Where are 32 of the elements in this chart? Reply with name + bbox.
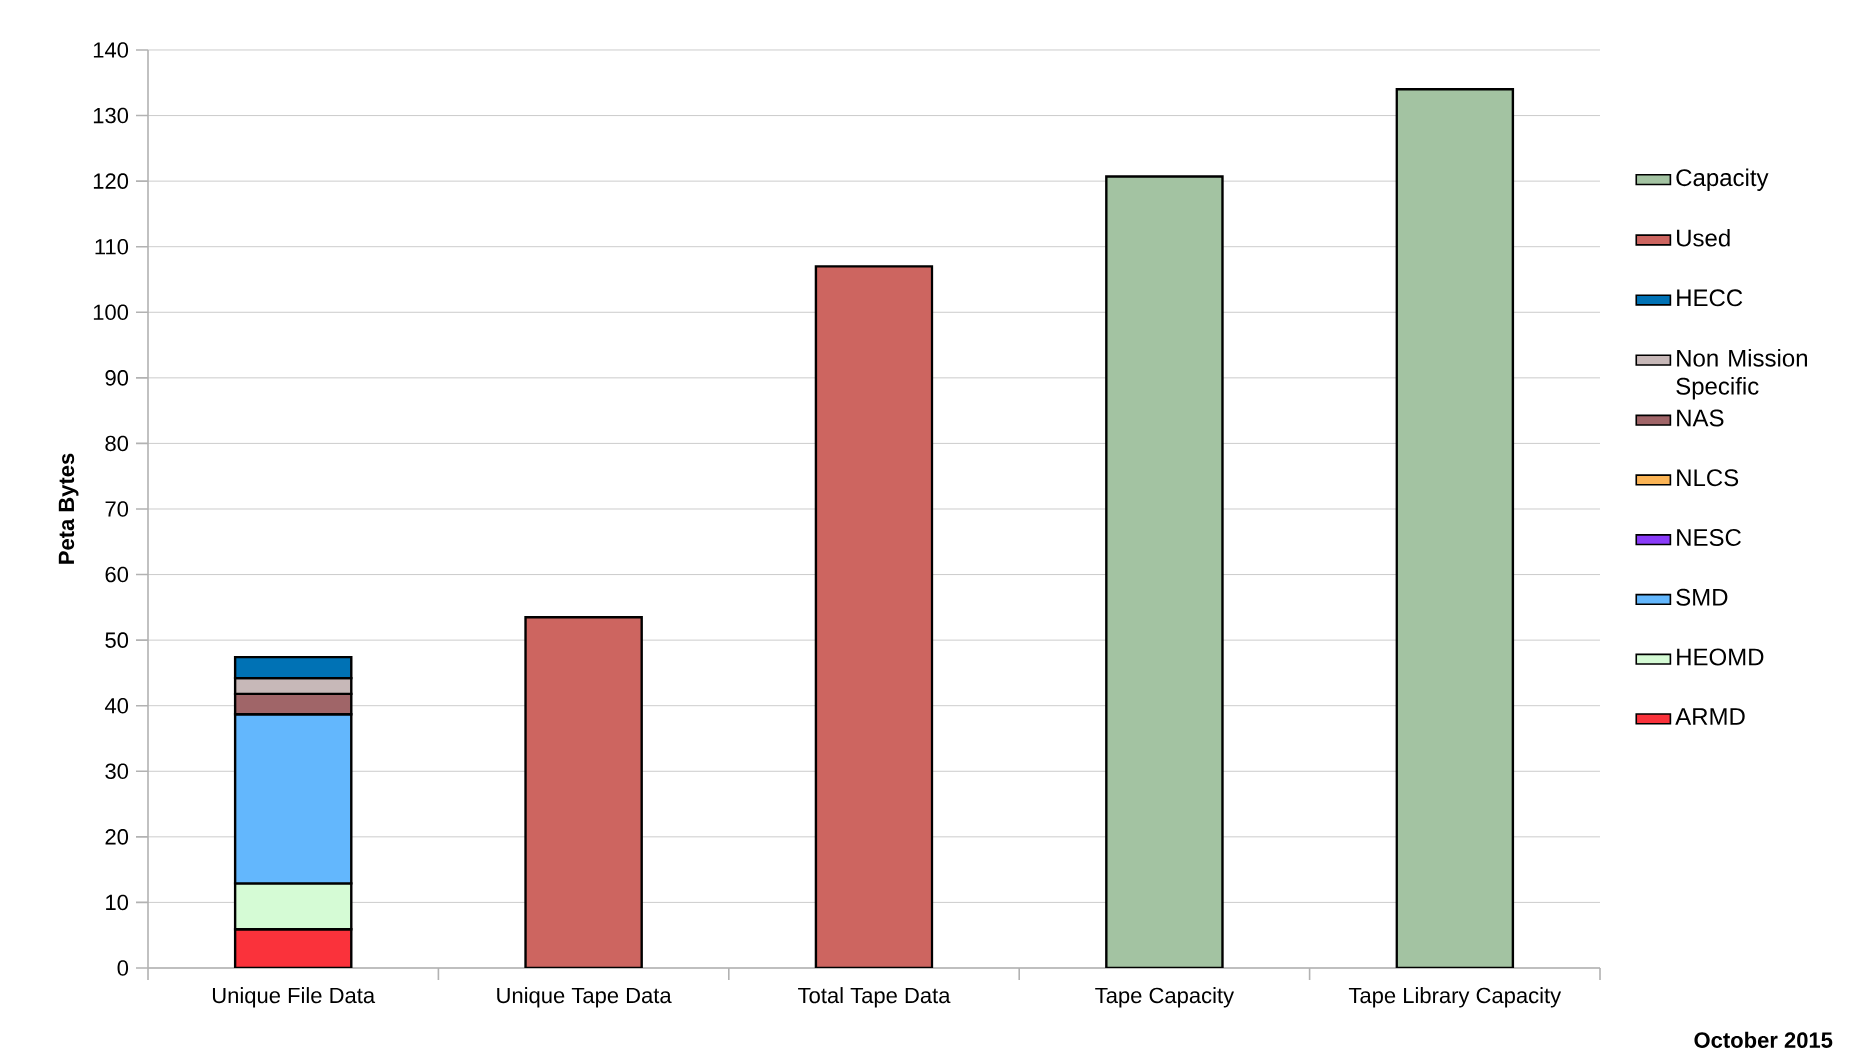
y-tick-label: 10 [106,894,129,911]
legend-label: NESC [1677,529,1741,546]
y-tick-label: 90 [105,370,129,386]
legend-label: SMD [1676,588,1728,606]
x-tick-label: Total Tape Data [798,987,951,1008]
y-tick-label: 20 [105,829,129,845]
y-axis-title: Peta Bytes [58,453,79,564]
y-tick-label: 140 [93,42,129,58]
y-tick-label: 50 [105,632,129,648]
legend-label: Capacity [1676,168,1769,191]
x-tick-label: Unique File Data [212,987,376,1008]
legend-label: Used [1677,228,1730,247]
text: October 2015 [1694,1031,1833,1048]
legend-label: HEOMD [1677,648,1764,666]
y-tick-label: 130 [93,107,129,124]
y-tick-label: 30 [105,763,129,780]
y-tick-label: 60 [105,566,129,583]
x-tick-label: Tape Capacity [1095,987,1235,1008]
y-tick-label: 40 [104,697,129,714]
legend-label: HECC [1677,289,1743,307]
y-tick-label: 100 [93,304,129,321]
y-tick-label: 120 [93,173,129,189]
legend-label: Non Mission Specific [1676,349,1807,400]
legend-label: ARMD [1675,708,1745,725]
x-tick-label: Unique Tape Data [497,987,672,1008]
y-tick-label: 70 [105,501,129,517]
y-tick-label: 80 [105,435,129,452]
y-tick-label: 0 [117,960,129,976]
legend-label: NAS [1677,409,1724,427]
x-tick-label: Tape Library Capacity [1348,987,1562,1008]
y-tick-label: 110 [95,238,129,255]
legend-label: NLCS [1677,469,1739,487]
